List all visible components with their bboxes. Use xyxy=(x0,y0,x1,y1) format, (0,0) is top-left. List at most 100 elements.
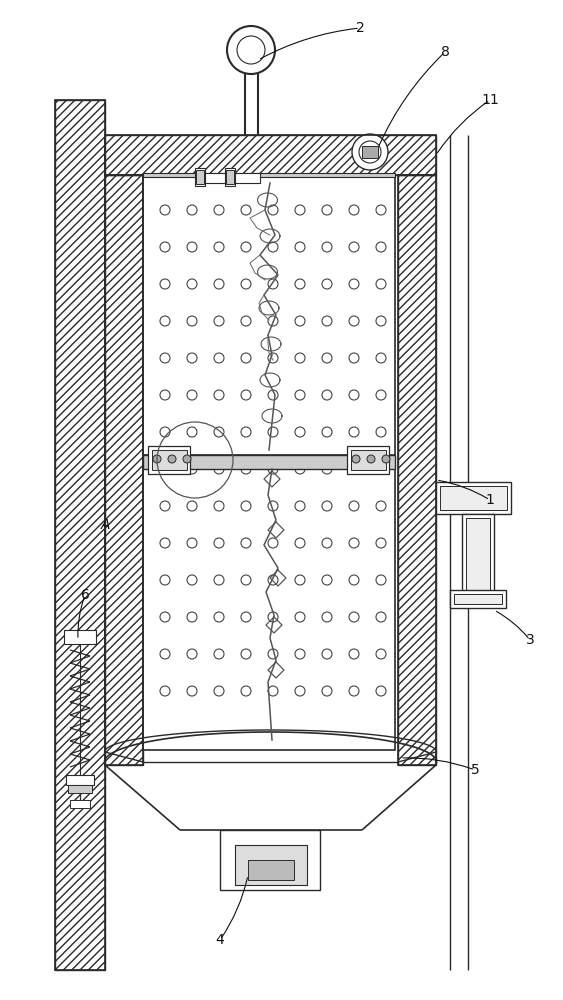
Circle shape xyxy=(187,390,197,400)
Circle shape xyxy=(160,205,170,215)
Circle shape xyxy=(268,316,278,326)
Bar xyxy=(66,775,94,785)
Circle shape xyxy=(160,649,170,659)
Circle shape xyxy=(241,649,251,659)
Circle shape xyxy=(295,538,305,548)
Circle shape xyxy=(376,242,386,252)
Text: 3: 3 xyxy=(526,633,534,647)
Text: 4: 4 xyxy=(216,933,225,947)
Circle shape xyxy=(295,316,305,326)
Circle shape xyxy=(160,390,170,400)
Circle shape xyxy=(187,464,197,474)
Bar xyxy=(68,785,92,793)
Circle shape xyxy=(295,464,305,474)
Circle shape xyxy=(214,242,224,252)
Circle shape xyxy=(376,390,386,400)
Circle shape xyxy=(187,538,197,548)
Bar xyxy=(450,590,506,608)
Bar xyxy=(248,860,294,880)
Bar xyxy=(105,175,143,765)
Circle shape xyxy=(295,205,305,215)
Text: 8: 8 xyxy=(441,45,449,59)
Circle shape xyxy=(268,538,278,548)
Circle shape xyxy=(214,538,224,548)
Text: 11: 11 xyxy=(481,93,499,107)
Circle shape xyxy=(241,575,251,585)
Bar xyxy=(105,135,436,175)
Text: 5: 5 xyxy=(471,763,479,777)
Circle shape xyxy=(349,316,359,326)
Circle shape xyxy=(160,538,170,548)
Circle shape xyxy=(367,455,375,463)
Circle shape xyxy=(349,390,359,400)
Circle shape xyxy=(295,612,305,622)
Bar xyxy=(196,170,204,184)
Circle shape xyxy=(349,242,359,252)
Circle shape xyxy=(187,686,197,696)
Circle shape xyxy=(295,427,305,437)
Circle shape xyxy=(160,279,170,289)
Circle shape xyxy=(268,242,278,252)
Bar xyxy=(143,173,395,177)
Circle shape xyxy=(187,316,197,326)
Circle shape xyxy=(322,501,332,511)
Circle shape xyxy=(322,464,332,474)
Circle shape xyxy=(322,353,332,363)
Bar xyxy=(226,170,234,184)
Circle shape xyxy=(241,538,251,548)
Circle shape xyxy=(214,279,224,289)
Bar xyxy=(220,830,320,890)
Circle shape xyxy=(359,141,381,163)
Circle shape xyxy=(160,427,170,437)
Circle shape xyxy=(187,242,197,252)
Circle shape xyxy=(352,134,388,170)
Circle shape xyxy=(376,538,386,548)
Circle shape xyxy=(376,612,386,622)
Circle shape xyxy=(295,279,305,289)
Circle shape xyxy=(214,575,224,585)
Bar xyxy=(70,800,90,808)
Circle shape xyxy=(352,455,360,463)
Circle shape xyxy=(382,455,390,463)
Bar xyxy=(195,168,205,186)
Circle shape xyxy=(241,279,251,289)
Circle shape xyxy=(322,205,332,215)
Circle shape xyxy=(241,205,251,215)
Circle shape xyxy=(268,279,278,289)
Circle shape xyxy=(214,464,224,474)
Bar xyxy=(55,100,105,970)
Circle shape xyxy=(241,464,251,474)
Circle shape xyxy=(349,538,359,548)
Bar xyxy=(362,146,378,158)
Circle shape xyxy=(349,575,359,585)
Circle shape xyxy=(241,686,251,696)
Circle shape xyxy=(268,612,278,622)
Bar xyxy=(143,177,395,750)
Circle shape xyxy=(322,538,332,548)
Bar xyxy=(143,455,395,469)
Circle shape xyxy=(187,205,197,215)
Circle shape xyxy=(241,242,251,252)
Circle shape xyxy=(295,353,305,363)
Bar xyxy=(462,514,494,594)
Circle shape xyxy=(153,455,161,463)
Circle shape xyxy=(214,686,224,696)
Circle shape xyxy=(295,501,305,511)
Circle shape xyxy=(214,427,224,437)
Circle shape xyxy=(237,36,265,64)
Circle shape xyxy=(214,353,224,363)
Circle shape xyxy=(376,353,386,363)
Circle shape xyxy=(160,501,170,511)
Circle shape xyxy=(187,575,197,585)
Bar xyxy=(105,135,436,175)
Circle shape xyxy=(214,612,224,622)
Circle shape xyxy=(160,353,170,363)
Bar xyxy=(230,173,260,183)
Bar xyxy=(454,594,502,604)
Circle shape xyxy=(227,26,275,74)
Circle shape xyxy=(214,316,224,326)
Circle shape xyxy=(241,427,251,437)
Circle shape xyxy=(349,612,359,622)
Circle shape xyxy=(160,612,170,622)
Circle shape xyxy=(322,686,332,696)
